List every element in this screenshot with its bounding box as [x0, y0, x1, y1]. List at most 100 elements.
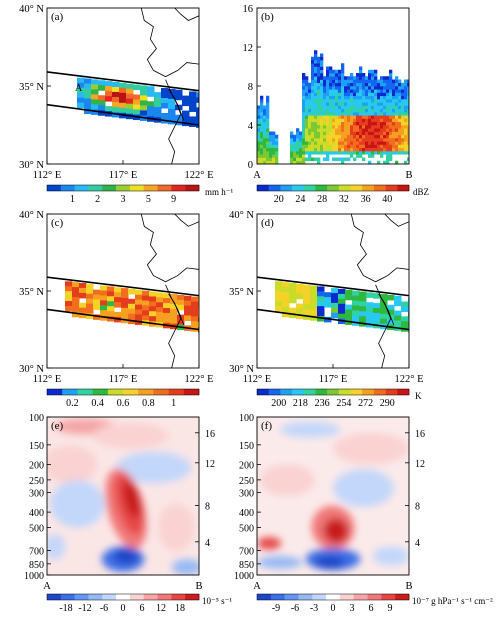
reflectivity-cell	[311, 66, 315, 71]
reflectivity-cell	[317, 144, 321, 149]
reflectivity-cell	[311, 73, 315, 77]
reflectivity-cell	[290, 147, 294, 152]
reflectivity-cell	[326, 89, 330, 93]
reflectivity-cell	[386, 115, 390, 119]
reflectivity-cell	[383, 134, 387, 139]
data-cell	[289, 292, 297, 299]
reflectivity-cell	[377, 138, 381, 142]
reflectivity-cell	[338, 157, 342, 162]
reflectivity-cell	[305, 128, 309, 132]
reflectivity-cell	[332, 102, 336, 106]
data-cell	[119, 82, 127, 89]
data-cell	[387, 294, 395, 301]
colorbar-swatch	[157, 185, 172, 191]
reflectivity-cell	[320, 63, 324, 67]
reflectivity-cell	[293, 144, 297, 149]
reflectivity-cell	[338, 102, 342, 106]
reflectivity-cell	[395, 115, 399, 119]
reflectivity-cell	[362, 157, 366, 162]
reflectivity-cell	[395, 92, 399, 97]
reflectivity-cell	[347, 105, 351, 110]
reflectivity-cell	[371, 89, 375, 93]
reflectivity-cell	[377, 82, 381, 87]
reflectivity-cell	[380, 102, 384, 106]
reflectivity-cell	[380, 89, 384, 93]
reflectivity-cell	[389, 115, 393, 119]
reflectivity-cell	[386, 134, 390, 139]
reflectivity-cell	[398, 138, 402, 142]
reflectivity-cell	[404, 79, 408, 84]
colorbar-swatch	[185, 185, 200, 191]
data-cell	[303, 299, 311, 306]
reflectivity-cell	[338, 95, 342, 100]
reflectivity-cell	[317, 141, 321, 145]
data-cell	[65, 286, 73, 292]
reflectivity-cell	[332, 144, 336, 149]
reflectivity-cell	[296, 154, 300, 158]
reflectivity-cell	[314, 95, 318, 100]
reflectivity-cell	[317, 134, 321, 139]
data-cell	[189, 91, 197, 97]
panel-label: (c)	[51, 217, 64, 229]
reflectivity-cell	[368, 112, 372, 116]
reflectivity-cell	[398, 95, 402, 100]
reflectivity-cell	[326, 69, 330, 74]
data-cell	[154, 102, 162, 108]
reflectivity-cell	[302, 79, 306, 84]
reflectivity-cell	[356, 138, 360, 142]
coastline-north	[140, 214, 199, 283]
data-cell	[352, 290, 360, 297]
reflectivity-cell	[329, 82, 333, 87]
reflectivity-cell	[320, 76, 324, 80]
reflectivity-cell	[386, 141, 390, 145]
reflectivity-cell	[302, 144, 306, 149]
reflectivity-cell	[380, 115, 384, 119]
data-cell	[380, 294, 388, 300]
reflectivity-cell	[263, 131, 267, 136]
colorbar-swatch	[338, 389, 351, 395]
reflectivity-cell	[407, 82, 409, 87]
data-cell	[182, 110, 190, 117]
data-cell	[65, 296, 73, 302]
reflectivity-cell	[368, 160, 372, 164]
reflectivity-cell	[257, 112, 261, 116]
data-cell	[345, 314, 353, 320]
reflectivity-cell	[398, 108, 402, 113]
y-tick-label-left: 700	[29, 547, 44, 558]
reflectivity-cell	[266, 108, 270, 113]
reflectivity-cell	[326, 138, 330, 142]
reflectivity-cell	[374, 118, 378, 123]
reflectivity-cell	[371, 154, 375, 158]
reflectivity-cell	[347, 128, 351, 132]
reflectivity-cell	[374, 144, 378, 149]
reflectivity-cell	[389, 69, 393, 74]
data-cell	[100, 290, 108, 296]
reflectivity-cell	[407, 121, 409, 126]
reflectivity-cell	[383, 95, 387, 100]
data-cell	[175, 89, 183, 96]
reflectivity-cell	[293, 151, 297, 155]
reflectivity-cell	[332, 82, 336, 87]
reflectivity-cell	[368, 134, 372, 139]
reflectivity-cell	[359, 82, 363, 87]
reflectivity-cell	[350, 108, 354, 113]
data-cell	[401, 301, 409, 308]
colorbar-swatch	[168, 389, 185, 395]
data-cell	[93, 314, 101, 320]
reflectivity-cell	[377, 79, 381, 84]
reflectivity-cell	[341, 108, 345, 113]
reflectivity-cell	[326, 86, 330, 90]
reflectivity-cell	[401, 89, 405, 93]
data-cell	[387, 304, 395, 311]
map-content	[47, 214, 199, 368]
reflectivity-cell	[353, 102, 357, 106]
reflectivity-cell	[296, 138, 300, 142]
reflectivity-cell	[386, 151, 390, 155]
data-cell	[177, 299, 185, 306]
reflectivity-cell	[407, 128, 409, 132]
reflectivity-cell	[404, 121, 408, 126]
y-tick-label-right: 16	[415, 429, 425, 440]
reflectivity-cell	[341, 66, 345, 71]
reflectivity-cell	[356, 89, 360, 93]
reflectivity-cell	[323, 108, 327, 113]
